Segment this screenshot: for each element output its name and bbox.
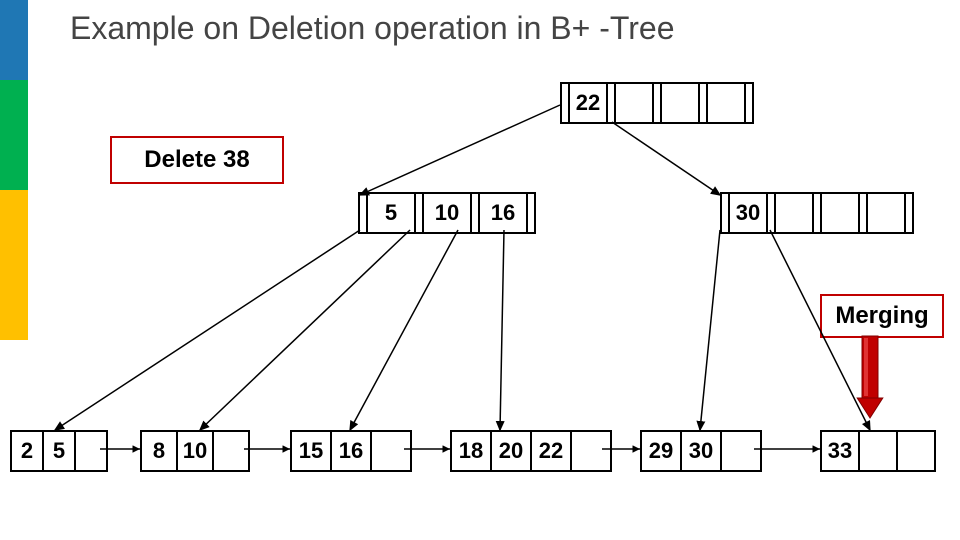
sidebar-stripe: [0, 80, 28, 190]
btree-cell: 22: [570, 84, 608, 122]
tree-edge: [350, 230, 458, 430]
btree-cell: 10: [178, 432, 214, 470]
btree-cell: 10: [424, 194, 472, 232]
btree-cell: 16: [480, 194, 528, 232]
btree-cell: 29: [642, 432, 682, 470]
btree-cell: 2: [12, 432, 44, 470]
btree-cell: 30: [682, 432, 722, 470]
btree-cell: [616, 84, 654, 122]
btree-cell: [76, 432, 106, 470]
btree-cell: 18: [452, 432, 492, 470]
btree-node-root: 22: [560, 82, 754, 124]
btree-cell: [372, 432, 410, 470]
btree-node-leaf6: 33: [820, 430, 936, 472]
btree-cell: 22: [532, 432, 572, 470]
btree-cell: [572, 432, 610, 470]
btree-cell: [708, 84, 746, 122]
merging-label: Merging: [820, 294, 944, 338]
tree-edge: [612, 122, 720, 195]
btree-node-leaf5: 2930: [640, 430, 762, 472]
sidebar-stripe: [0, 0, 28, 80]
btree-node-leaf3: 1516: [290, 430, 412, 472]
page-title: Example on Deletion operation in B+ -Tre…: [70, 10, 674, 47]
btree-cell: 5: [368, 194, 416, 232]
tree-edge: [500, 230, 504, 430]
btree-cell: [898, 432, 934, 470]
sidebar-stripe: [0, 190, 28, 340]
btree-node-leaf4: 182022: [450, 430, 612, 472]
merge-arrow: [857, 336, 883, 418]
btree-node-leaf1: 25: [10, 430, 108, 472]
btree-node-intR: 30: [720, 192, 914, 234]
btree-cell: 15: [292, 432, 332, 470]
btree-cell: [868, 194, 906, 232]
btree-cell: 20: [492, 432, 532, 470]
tree-edge: [360, 105, 560, 195]
tree-edge: [700, 230, 720, 430]
btree-cell: [860, 432, 898, 470]
tree-edge: [200, 230, 410, 430]
btree-node-leaf2: 810: [140, 430, 250, 472]
tree-edge: [55, 230, 360, 430]
btree-cell: 8: [142, 432, 178, 470]
btree-cell: [214, 432, 248, 470]
btree-cell: 5: [44, 432, 76, 470]
btree-cell: 16: [332, 432, 372, 470]
btree-cell: [776, 194, 814, 232]
btree-cell: [822, 194, 860, 232]
delete-label: Delete 38: [110, 136, 284, 184]
btree-cell: 30: [730, 194, 768, 232]
btree-node-intL: 51016: [358, 192, 536, 234]
btree-cell: [722, 432, 760, 470]
btree-cell: [662, 84, 700, 122]
btree-cell: 33: [822, 432, 860, 470]
